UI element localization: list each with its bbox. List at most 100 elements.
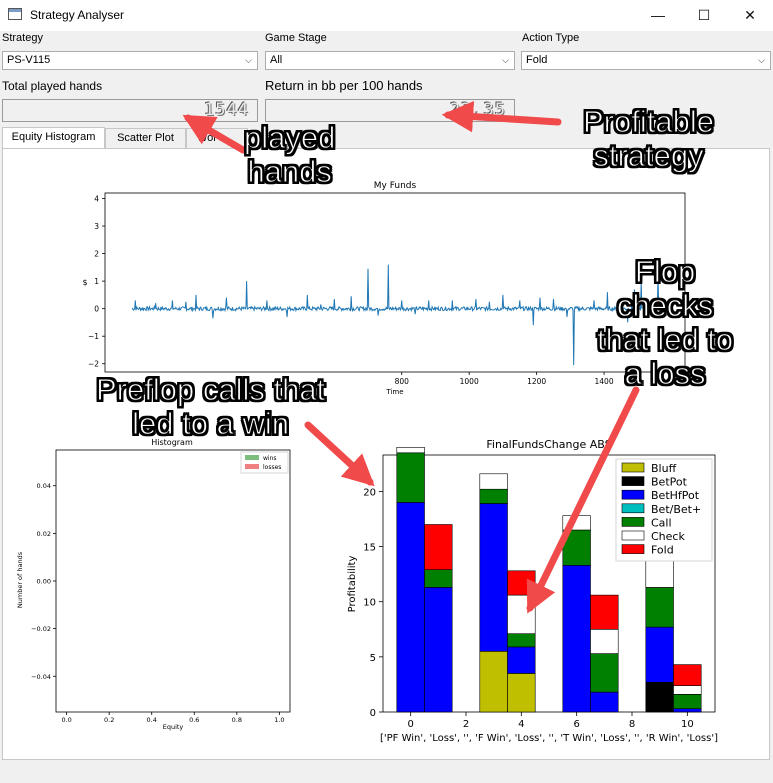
annotation-preflop-line-2: led to a win [132,406,290,441]
legend-swatch-fold [621,544,645,554]
legend-label-betbet: Bet/Bet+ [651,503,701,516]
legend-swatch-losses [245,464,259,469]
funds-y-axis: 4 3 2 1 0 −1 −2 [88,195,105,369]
profitability-xtick-label: 0 [407,719,413,730]
annotation-strategy-line: strategy [593,138,704,173]
annotation-played-line: played [243,120,336,155]
bar-segment-bethfpot [424,587,453,713]
funds-plot-area [104,192,686,373]
funds-ytick-label: 3 [94,222,99,231]
profitability-y-axis: 20 15 10 5 0 [363,487,383,719]
bar-segment-check [673,685,702,695]
legend-label-bethfpot: BetHfPot [651,489,700,502]
profitability-x-axis: 0 2 4 6 8 10 [407,712,694,730]
profitability-ylabel: Profitability [347,556,358,613]
return-label: Return in bb per 100 hands [265,78,423,93]
legend-swatch-check [621,530,645,541]
chevron-down-icon: ⌵ [245,55,252,65]
strategy-label: Strategy [2,32,43,44]
annotation-flop-checks: Flop checks that led to a loss [596,254,733,391]
funds-xlabel: Time [385,388,403,396]
bar-segment-bethfpot [507,646,536,674]
bar-segment-check [396,446,425,454]
funds-ytick-label: 1 [94,277,99,286]
maximize-button[interactable]: ☐ [697,7,711,23]
histogram-xtick-label: 1.0 [274,716,284,724]
annotation-arrows [182,100,640,614]
profitability-xtick-label: 10 [681,719,694,730]
histogram-legend: wins losses [240,451,289,474]
tab-equity-histogram[interactable]: Equity Histogram [2,127,105,150]
close-button[interactable]: ✕ [744,7,756,23]
funds-chart-title: My Funds [374,181,417,191]
arrow-preflop-calls [304,421,375,487]
histogram-x-axis: 0.0 0.2 0.4 0.6 0.8 1.0 [61,712,285,724]
histogram-plot-area [55,449,291,713]
histogram-ytick-label: 0.02 [37,530,51,538]
bar-segment-bethfpot [590,691,619,713]
minimize-button[interactable]: — [651,7,665,23]
histogram-y-axis: 0.04 0.02 0.00 −0.02 −0.04 [31,482,56,681]
histogram-xtick-label: 0.4 [147,716,157,724]
total-hands-label: Total played hands [2,79,103,93]
bar-segment-check [590,628,619,654]
legend-label-wins: wins [263,455,277,462]
annotation-flop-line-2: checks [616,288,714,323]
histogram-ylabel: Number of hands [16,551,24,608]
profitability-ytick-label: 20 [363,487,376,498]
bar-segment-bethfpot [396,502,425,713]
game-stage-label: Game Stage [265,32,327,44]
game-stage-select[interactable]: All ⌵ [265,51,515,70]
profitability-xtick-label: 8 [629,719,635,730]
funds-ytick-label: −2 [88,360,99,369]
arrow-played-hands [182,114,247,154]
bar-segment-bluff [479,650,508,713]
title-bar: Strategy Analyser — ☐ ✕ [0,0,773,31]
bar-segment-call [507,633,536,648]
histogram-ytick-label: 0.04 [37,482,51,490]
strategy-value: PS-V115 [7,54,51,66]
action-type-value: Fold [526,54,548,66]
bar-segment-call [396,452,425,503]
profitability-ytick-label: 15 [363,543,376,554]
legend-label-call: Call [651,516,672,529]
action-type-select[interactable]: Fold ⌵ [521,51,771,70]
strategy-select[interactable]: PS-V115 ⌵ [2,51,258,70]
bar-segment-fold [590,594,619,630]
profitability-ytick-label: 10 [363,598,376,609]
profitability-xtick-label: 6 [573,719,579,730]
bar-segment-call [479,488,508,504]
histogram-ytick-label: −0.02 [31,625,51,633]
annotation-hands-line: hands [247,154,332,189]
histogram-title: Histogram [151,438,193,447]
legend-swatch-bethfpot [621,489,645,500]
profitability-title: FinalFundsChange ABS [486,438,611,451]
bar-segment-bluff [507,673,536,713]
bar-segment-fold [424,524,453,571]
bar-segment-fold [507,570,536,596]
funds-ytick-label: −1 [88,332,99,341]
arrow-profitable [441,100,562,133]
legend-label-bluff: Bluff [651,462,677,475]
bar-segment-check [479,473,508,490]
bar-segment-call [645,587,674,628]
bar-segment-bethfpot [645,626,674,683]
bar-segment-bethfpot [673,708,702,713]
annotation-preflop-line-1: Preflop calls that [95,372,326,407]
tab-scatter-plot[interactable]: Scatter Plot [105,128,186,149]
app-icon [8,8,22,20]
chevron-down-icon: ⌵ [758,55,765,65]
profitability-chart: FinalFundsChange ABS 20 15 10 5 0 0 2 4 6 8 10 Pr… [347,438,718,744]
window-title: Strategy Analyser [30,8,125,22]
profitability-ytick-label: 0 [370,708,376,719]
histogram-xtick-label: 0.2 [104,716,114,724]
legend-label-betpot: BetPot [651,476,688,489]
arrow-flop-checks [526,386,640,614]
legend-swatch-betbet [621,503,645,514]
annotation-profitable-line: Profitable [583,104,715,139]
histogram-xtick-label: 0.8 [232,716,242,724]
funds-xtick-label: 1000 [460,377,479,386]
action-type-label: Action Type [522,32,580,44]
legend-swatch-call [621,517,645,527]
